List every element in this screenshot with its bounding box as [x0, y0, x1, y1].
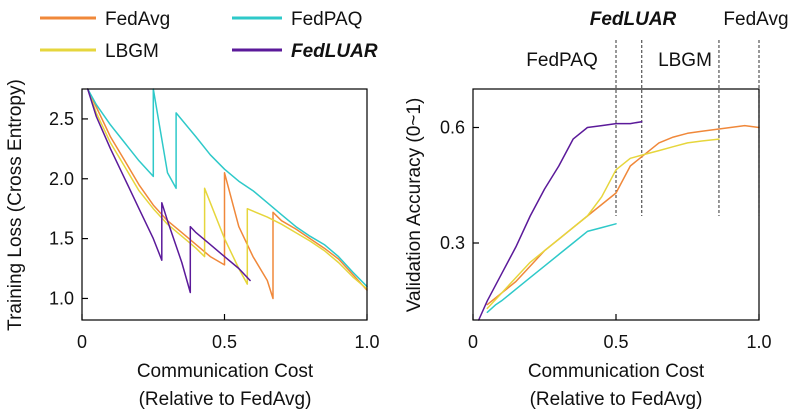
- legend-label-lbgm: LBGM: [105, 41, 159, 62]
- x-tick-label-0: 0: [77, 332, 87, 352]
- annotation-fedavg: FedAvg: [723, 9, 788, 30]
- validation-accuracy-chart: 0 0.5 1.0 0.3 0.6 Communication Cost (Relati…: [404, 9, 789, 410]
- training-loss-xlabel: Communication Cost: [137, 361, 314, 382]
- y-tick-label-1: 0.6: [440, 118, 465, 138]
- x-tick-label-1: 0.5: [603, 332, 628, 352]
- y-tick-label-1: 1.5: [49, 229, 74, 249]
- validation-accuracy-series: [477, 120, 760, 321]
- series-fedpaq: [86, 88, 368, 288]
- legend-label-fedpaq: FedPAQ: [291, 9, 362, 30]
- y-tick-label-3: 2.5: [49, 109, 74, 129]
- validation-accuracy-xlabel-sub: (Relative to FedAvg): [530, 389, 703, 410]
- validation-accuracy-ylabel: Validation Accuracy (0~1): [404, 98, 425, 313]
- training-loss-xlabel-sub: (Relative to FedAvg): [139, 389, 312, 410]
- legend-label-fedluar: FedLUAR: [291, 41, 378, 62]
- legend: FedAvg LBGM FedPAQ FedLUAR: [40, 9, 378, 62]
- x-tick-label-2: 1.0: [746, 332, 771, 352]
- training-loss-chart: 0 0.5 1.0 1.0 1.5 2.0 2.5 Communication Cost (…: [5, 79, 380, 410]
- series-fedluar: [477, 120, 643, 321]
- annotation-fedluar: FedLUAR: [590, 9, 677, 30]
- training-loss-ticks: 0 0.5 1.0 1.0 1.5 2.0 2.5: [49, 109, 380, 352]
- x-tick-label-0: 0: [468, 332, 478, 352]
- series-fedpaq: [486, 223, 617, 314]
- legend-label-fedavg: FedAvg: [105, 9, 170, 30]
- training-loss-ylabel: Training Loss (Cross Entropy): [5, 79, 26, 331]
- series-fedavg: [486, 124, 760, 306]
- series-fedluar: [86, 88, 251, 294]
- y-tick-label-2: 2.0: [49, 169, 74, 189]
- y-tick-label-0: 1.0: [49, 288, 74, 308]
- validation-accuracy-ticks: 0 0.5 1.0 0.3 0.6: [440, 118, 772, 353]
- training-loss-series: [86, 88, 368, 300]
- annotation-fedpaq: FedPAQ: [526, 50, 597, 71]
- series-lbgm: [86, 88, 368, 290]
- validation-accuracy-xlabel: Communication Cost: [528, 361, 705, 382]
- annotation-lbgm: LBGM: [658, 50, 712, 71]
- series-fedavg: [86, 88, 368, 300]
- y-tick-label-0: 0.3: [440, 233, 465, 253]
- x-tick-label-1: 0.5: [212, 332, 237, 352]
- x-tick-label-2: 1.0: [354, 332, 379, 352]
- series-lbgm: [486, 138, 720, 310]
